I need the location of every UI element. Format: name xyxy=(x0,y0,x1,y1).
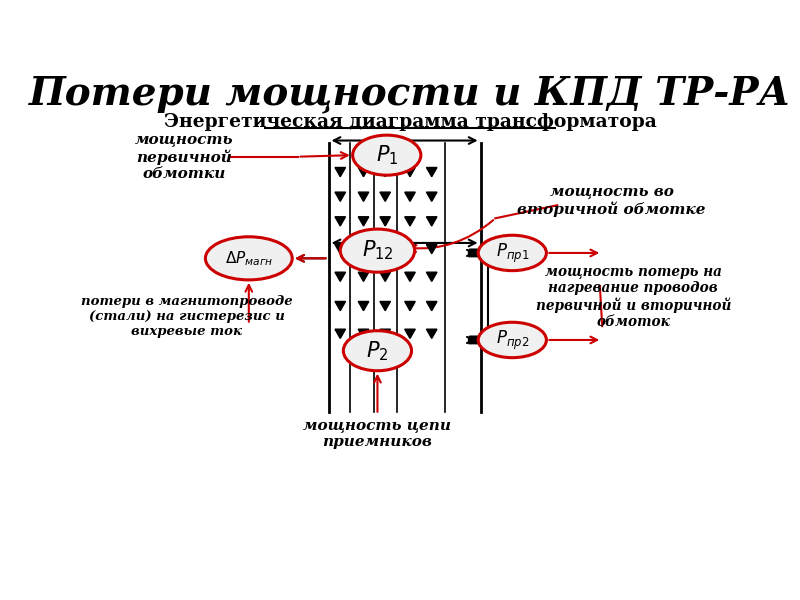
Polygon shape xyxy=(358,192,369,202)
Ellipse shape xyxy=(206,237,292,280)
Ellipse shape xyxy=(478,235,546,271)
Polygon shape xyxy=(405,192,415,202)
Polygon shape xyxy=(405,244,415,254)
Text: $P_2$: $P_2$ xyxy=(366,339,389,362)
Polygon shape xyxy=(335,167,346,177)
Polygon shape xyxy=(380,167,390,177)
Polygon shape xyxy=(426,217,437,226)
Polygon shape xyxy=(405,217,415,226)
Polygon shape xyxy=(405,329,415,338)
Polygon shape xyxy=(426,329,437,338)
Text: Потери мощности и КПД ТР-РА: Потери мощности и КПД ТР-РА xyxy=(29,74,791,113)
Polygon shape xyxy=(405,301,415,311)
Text: $P_{\mathit{пр2}}$: $P_{\mathit{пр2}}$ xyxy=(496,328,529,352)
Text: $\Delta P_{\mathit{магн}}$: $\Delta P_{\mathit{магн}}$ xyxy=(225,249,273,268)
Text: $P_{\mathit{пр1}}$: $P_{\mathit{пр1}}$ xyxy=(496,241,529,265)
Text: мощность
первичной
обмотки: мощность первичной обмотки xyxy=(134,133,233,181)
Polygon shape xyxy=(380,301,390,311)
Polygon shape xyxy=(335,272,346,281)
Polygon shape xyxy=(358,217,369,226)
Ellipse shape xyxy=(478,322,546,358)
Polygon shape xyxy=(426,192,437,202)
Polygon shape xyxy=(335,192,346,202)
Polygon shape xyxy=(405,167,415,177)
Ellipse shape xyxy=(353,135,421,175)
Text: $P_{12}$: $P_{12}$ xyxy=(362,239,394,262)
Polygon shape xyxy=(358,329,369,338)
Text: Энергетическая диаграмма трансформатора: Энергетическая диаграмма трансформатора xyxy=(164,113,656,131)
Polygon shape xyxy=(358,272,369,281)
Polygon shape xyxy=(380,329,390,338)
Polygon shape xyxy=(358,301,369,311)
Polygon shape xyxy=(358,167,369,177)
Text: мощность потерь на
нагревание проводов
первичной и вторичной
обмоток: мощность потерь на нагревание проводов п… xyxy=(535,265,731,329)
Polygon shape xyxy=(335,244,346,254)
Text: мощность цепи
приемников: мощность цепи приемников xyxy=(303,419,451,449)
Polygon shape xyxy=(358,244,369,254)
Polygon shape xyxy=(380,192,390,202)
Text: мощность во
вторичной обмотке: мощность во вторичной обмотке xyxy=(518,185,706,217)
Polygon shape xyxy=(335,301,346,311)
Ellipse shape xyxy=(343,331,411,371)
Ellipse shape xyxy=(340,229,414,272)
Text: потери в магнитопроводе
(стали) на гистерезис и
вихревые ток: потери в магнитопроводе (стали) на гисте… xyxy=(81,295,293,338)
Polygon shape xyxy=(335,217,346,226)
Text: $P_1$: $P_1$ xyxy=(375,143,398,167)
Polygon shape xyxy=(335,329,346,338)
Polygon shape xyxy=(380,244,390,254)
Polygon shape xyxy=(380,217,390,226)
Polygon shape xyxy=(405,272,415,281)
Polygon shape xyxy=(426,244,437,254)
Polygon shape xyxy=(426,272,437,281)
Polygon shape xyxy=(426,167,437,177)
Polygon shape xyxy=(380,272,390,281)
Polygon shape xyxy=(426,301,437,311)
